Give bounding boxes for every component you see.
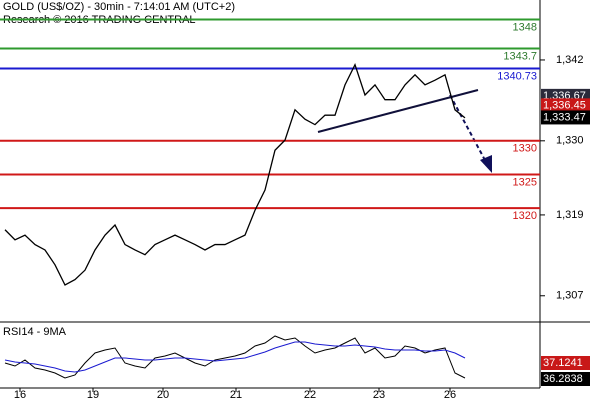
x-tick-label: 20 — [157, 389, 169, 400]
y-tick-label: 1,319 — [556, 209, 584, 221]
x-tick-label: 16 — [14, 389, 26, 400]
price-tag — [541, 98, 590, 113]
y-tick-label: 1,307 — [556, 290, 584, 302]
level-label: 1343.7 — [503, 50, 537, 62]
level-label: 1348 — [513, 21, 537, 33]
y-tick-label: 1,330 — [556, 135, 584, 147]
level-label: 1330 — [513, 143, 537, 155]
rsi-tag-label: 36.2838 — [543, 373, 583, 385]
rsi-tag-label: 37.1241 — [543, 357, 583, 369]
arrow-head — [480, 155, 492, 173]
chart-title: GOLD (US$/OZ) - 30min - 7:14:01 AM (UTC+… — [3, 1, 235, 13]
rsi-tag — [541, 372, 590, 386]
rsi-tag — [541, 356, 590, 370]
level-label: 1340.73 — [497, 70, 537, 82]
x-tick-label: 19 — [87, 389, 99, 400]
x-tick-label: 23 — [373, 389, 385, 400]
level-label: 1325 — [513, 176, 537, 188]
x-tick-label: 21 — [230, 389, 242, 400]
level-label: 1320 — [513, 210, 537, 222]
price-tag — [541, 110, 590, 125]
x-tick-label: 22 — [304, 389, 316, 400]
x-tick-label: 26 — [444, 389, 456, 400]
price-tag-label: 1,336.45 — [543, 99, 586, 111]
rsi-label: RSI14 - 9MA — [3, 326, 67, 338]
y-tick-label: 1,342 — [556, 54, 584, 66]
rsi-line — [4, 335, 466, 379]
rsi-line — [4, 341, 466, 373]
price-line — [4, 62, 466, 286]
forecast-arrow — [449, 94, 487, 163]
price-tag-label: 1,333.47 — [543, 111, 586, 123]
